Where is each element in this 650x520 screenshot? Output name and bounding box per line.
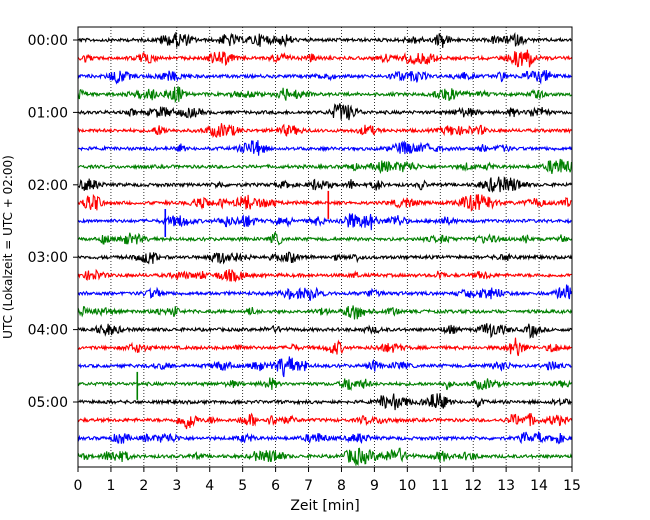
trace-group: [77, 32, 573, 467]
y-tick-label: 01:00: [28, 105, 68, 121]
y-tick-label: 05:00: [28, 395, 68, 411]
trace: [77, 32, 572, 48]
trace-line: [77, 69, 572, 85]
trace-line: [77, 49, 572, 68]
trace: [77, 158, 573, 175]
trace: [77, 371, 572, 400]
trace-line: [77, 447, 573, 467]
trace-line: [77, 158, 573, 175]
x-tick-label: 9: [370, 478, 379, 494]
trace: [77, 123, 572, 139]
trace-line: [77, 431, 573, 445]
trace: [77, 412, 573, 430]
x-axis-label: Zeit [min]: [290, 498, 359, 514]
x-tick-label: 6: [271, 478, 280, 494]
trace-line: [77, 193, 572, 212]
x-tick-label: 14: [530, 478, 548, 494]
x-tick-label: 4: [205, 478, 214, 494]
x-tick-label: 11: [431, 478, 449, 494]
trace: [77, 447, 573, 467]
x-axis-ticks: 0 1 2 3 4 5 6 7 8 9 10 11 12 13 14 15: [74, 467, 581, 494]
trace: [77, 356, 572, 378]
trace-line: [77, 377, 572, 392]
plot-frame: [77, 26, 573, 468]
trace: [77, 69, 572, 85]
x-tick-label: 0: [74, 478, 83, 494]
trace: [77, 305, 573, 320]
trace-line: [77, 323, 572, 339]
trace-line: [77, 337, 572, 357]
x-tick-label: 8: [337, 478, 346, 494]
trace: [77, 176, 572, 194]
x-tick-label: 5: [238, 478, 247, 494]
trace-line: [77, 251, 573, 265]
trace: [77, 140, 573, 156]
y-axis-ticks: 00:00 01:00 02:00 03:00 04:00 05:00: [28, 33, 78, 411]
trace-line: [77, 284, 573, 301]
trace: [77, 209, 572, 237]
trace-line: [77, 412, 573, 430]
y-tick-label: 00:00: [28, 33, 68, 49]
trace-line: [77, 140, 573, 156]
trace: [77, 49, 572, 68]
trace: [77, 284, 573, 301]
x-tick-label: 13: [497, 478, 515, 494]
trace-line: [77, 305, 573, 320]
trace-line: [77, 176, 572, 194]
trace: [77, 231, 572, 246]
y-tick-label: 02:00: [28, 178, 68, 194]
x-tick-label: 7: [304, 478, 313, 494]
trace: [77, 431, 573, 445]
trace: [77, 190, 572, 219]
trace: [77, 323, 572, 339]
trace-line: [77, 213, 572, 231]
trace: [77, 103, 572, 121]
trace-line: [77, 32, 572, 48]
x-tick-label: 15: [563, 478, 581, 494]
y-tick-label: 03:00: [28, 250, 68, 266]
trace: [77, 268, 572, 283]
trace-line: [77, 123, 572, 139]
trace-line: [77, 231, 572, 246]
trace-line: [77, 86, 572, 104]
x-tick-label: 10: [398, 478, 416, 494]
trace-line: [77, 393, 572, 411]
y-axis-label: UTC (Lokalzeit = UTC + 02:00): [1, 155, 15, 339]
x-grid: [110, 27, 540, 467]
x-tick-label: 12: [464, 478, 482, 494]
x-tick-label: 3: [172, 478, 181, 494]
y-tick-label: 04:00: [28, 323, 68, 339]
x-tick-label: 1: [106, 478, 115, 494]
trace-line: [77, 268, 572, 283]
trace: [77, 251, 573, 265]
trace-line: [77, 103, 572, 121]
x-tick-label: 2: [139, 478, 148, 494]
trace: [77, 337, 572, 357]
trace-line: [77, 356, 572, 378]
trace: [77, 86, 572, 104]
trace: [77, 393, 572, 411]
